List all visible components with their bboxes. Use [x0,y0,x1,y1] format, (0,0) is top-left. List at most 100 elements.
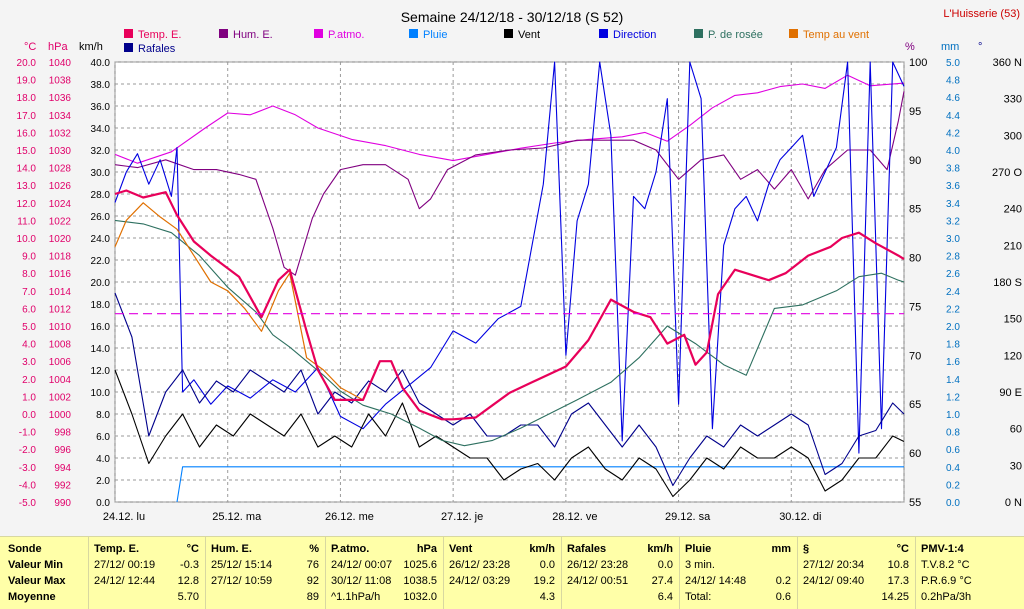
tick-label-kmh: 10.0 [91,388,111,399]
tick-label-direction: 210 [1004,240,1022,252]
stats-header-name: § [803,543,810,555]
tick-label-kmh: 14.0 [91,344,111,355]
stats-group: § °C 27/12/ 20:34 10.8 24/12/ 09:40 17.3 14.25 [797,537,915,609]
tick-label-C: -4.0 [19,480,37,491]
tick-label-kmh: 36.0 [91,102,111,113]
tick-label-direction: 0 N [1005,497,1022,509]
stats-label: 24/12/ 03:29 [449,575,511,587]
tick-label-C: 20.0 [17,58,37,69]
tick-label-pct: 70 [909,350,921,362]
axis-unit: °C [24,41,36,53]
stats-header-unit: km/h [529,543,555,555]
tick-label-C: 3.0 [22,357,36,368]
tick-label-mm: 0.2 [946,480,960,491]
stats-row: Total: 0.6 [679,591,797,603]
x-tick-label: 30.12. di [779,511,821,523]
tick-label-pct: 85 [909,204,921,216]
series-rafales [114,292,905,487]
tick-label-C: 8.0 [22,269,36,280]
stats-value: 17.3 [887,575,909,587]
tick-label-hPa: 1002 [49,392,72,403]
axis-unit: hPa [48,41,68,53]
tick-label-kmh: 32.0 [91,146,111,157]
tick-label-hPa: 1028 [49,164,72,175]
tick-label-pct: 100 [909,57,927,69]
stats-row: 27/12/ 20:34 10.8 [797,559,915,571]
stats-separator [797,537,798,609]
axis-unit: mm [941,41,959,53]
stats-row: 30/12/ 11:08 1038.5 [325,575,443,587]
tick-label-pct: 95 [909,106,921,118]
stats-label: 3 min. [685,559,715,571]
stats-separator [915,537,916,609]
stats-header-name: Hum. E. [211,543,252,555]
tick-label-hPa: 1030 [49,146,72,157]
tick-label-hPa: 996 [54,445,71,456]
stats-row: ^1.1hPa/h 1032.0 [325,591,443,603]
tick-label-direction: 270 O [992,167,1022,179]
stats-value: 0.0 [657,559,673,571]
stats-header-name: P.atmo. [331,543,370,555]
tick-label-kmh: 40.0 [91,58,111,69]
stats-label: 25/12/ 15:14 [211,559,273,571]
tick-label-kmh: 16.0 [91,322,111,333]
stats-row: Valeur Min [8,559,64,571]
tick-label-kmh: 38.0 [91,80,111,91]
series-p-de-ros-e [114,219,905,447]
stats-separator [88,537,89,609]
legend-swatch [789,29,798,38]
stats-label: Total: [685,591,712,603]
stats-value: 0.6 [775,591,791,603]
stats-separator [443,537,444,609]
stats-group: Vent km/h 26/12/ 23:28 0.0 24/12/ 03:29 19.2 4… [443,537,561,609]
stats-value: 76 [306,559,319,571]
tick-label-mm: 0.4 [946,463,960,474]
stats-header-name: Temp. E. [94,543,140,555]
stats-header: § °C [797,543,915,555]
tick-label-hPa: 1038 [49,76,72,87]
stats-value: 0.0 [539,559,555,571]
stats-label: 27/12/ 00:19 [94,559,156,571]
tick-label-mm: 1.8 [946,340,960,351]
tick-label-kmh: 12.0 [91,366,111,377]
stats-header-name: Pluie [685,543,712,555]
tick-label-hPa: 1022 [49,216,72,227]
tick-label-hPa: 1000 [49,410,72,421]
tick-label-mm: 1.2 [946,392,960,403]
stats-row: 24/12/ 12:44 12.8 [88,575,205,587]
stats-header-name: Vent [449,543,473,555]
stats-header-unit: % [309,543,319,555]
stats-separator [205,537,206,609]
tick-label-C: 14.0 [17,164,37,175]
tick-label-kmh: 4.0 [96,454,110,465]
stats-header-name: Rafales [567,543,607,555]
tick-label-hPa: 1040 [49,58,72,69]
legend-swatch [219,29,228,38]
stats-header: Sonde [0,543,88,555]
tick-label-mm: 2.8 [946,252,960,263]
stats-row: 24/12/ 14:48 0.2 [679,575,797,587]
x-tick-label: 27.12. je [441,511,483,523]
stats-header: Pluie mm [679,543,797,555]
tick-label-C: 1.0 [22,392,36,403]
legend-swatch [504,29,513,38]
legend-swatch [694,29,703,38]
tick-label-pct: 60 [909,448,921,460]
stats-row: 26/12/ 23:28 0.0 [443,559,561,571]
stats-row: 27/12/ 10:59 92 [205,575,325,587]
tick-label-kmh: 34.0 [91,124,111,135]
tick-label-direction: 360 N [993,57,1022,69]
tick-label-C: 13.0 [17,181,37,192]
legend-label: Temp au vent [803,29,869,41]
stats-label: 26/12/ 23:28 [449,559,511,571]
stats-header: Hum. E.% [205,543,325,555]
tick-label-C: -2.0 [19,445,37,456]
tick-label-hPa: 992 [54,480,71,491]
tick-label-direction: 300 [1004,130,1022,142]
tick-label-mm: 2.2 [946,304,960,315]
tick-label-kmh: 20.0 [91,278,111,289]
stats-row: Moyenne [8,591,56,603]
stats-separator [679,537,680,609]
x-tick-label: 24.12. lu [103,511,145,523]
tick-label-hPa: 994 [54,463,71,474]
